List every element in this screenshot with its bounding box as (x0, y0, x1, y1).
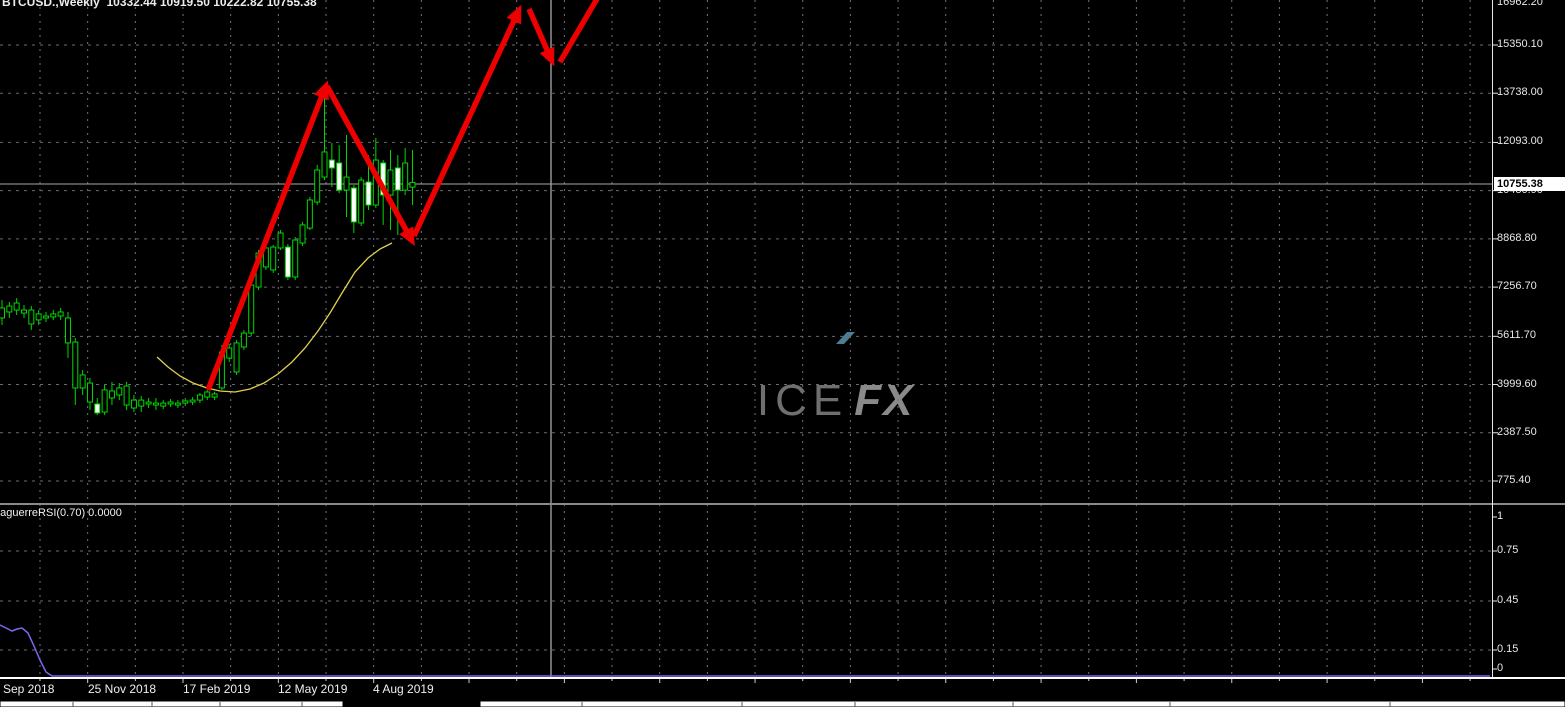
candle-body (233, 342, 240, 373)
candle-body (108, 390, 115, 399)
candle-body (394, 167, 401, 191)
candle-body (226, 347, 233, 359)
price-axis-label: 12093.00 (1497, 135, 1543, 148)
time-axis-label: Sep 2018 (3, 682, 55, 696)
candle-body (248, 284, 255, 334)
watermark-fx-text: FX (854, 376, 915, 425)
candle-body (42, 315, 49, 319)
candle-body (387, 169, 394, 196)
price-axis-label: 13738.00 (1497, 86, 1543, 99)
broker-watermark: ICE FX (700, 326, 915, 526)
indicator-axis-label: 0 (1497, 662, 1504, 674)
time-axis-label: 17 Feb 2019 (183, 682, 251, 696)
trend-arrow (411, 4, 522, 238)
bottom-window-edges (0, 700, 1565, 707)
current-price-tag: 10755.38 (1494, 177, 1565, 191)
candle-body (20, 309, 27, 314)
trend-arrow (557, 0, 600, 64)
candle-body (196, 394, 203, 401)
indicator-axis-label: 0.45 (1497, 594, 1519, 606)
candle-body (284, 246, 291, 278)
axis-ticks (39, 44, 1498, 683)
candle-body (152, 402, 159, 406)
candle-body (240, 332, 247, 348)
trend-arrow (205, 80, 329, 391)
laguerre-rsi-line (0, 624, 1490, 677)
indicator-axis-label: 0.75 (1497, 544, 1519, 556)
watermark-ice-text: ICE (756, 376, 849, 425)
candle-body (6, 305, 13, 313)
candle-body (321, 151, 328, 178)
candle-body (116, 387, 123, 396)
candle-body (35, 313, 42, 321)
candle-body (57, 311, 64, 317)
candle-body (145, 401, 152, 405)
candle-body (160, 402, 167, 407)
candle-body (50, 313, 57, 318)
candle-body (292, 239, 299, 278)
candle-body (277, 232, 284, 249)
candle-body (130, 399, 137, 409)
candle-body (13, 302, 20, 311)
candle-body (0, 307, 5, 319)
time-axis-label: 12 May 2019 (278, 682, 348, 696)
candle-body (409, 181, 416, 188)
price-axis-label: 2387.50 (1497, 425, 1537, 438)
candle-body (72, 341, 79, 389)
candle-body (270, 246, 277, 271)
indicator-bottom-border (0, 677, 1565, 679)
candle-body (350, 187, 357, 223)
candle-body (138, 399, 145, 407)
price-axis-label: 8868.80 (1497, 231, 1537, 244)
price-axis-label: 7256.70 (1497, 280, 1537, 293)
candle-body (211, 393, 218, 398)
lower-window-top-edge (479, 700, 1565, 707)
candle-body (28, 309, 35, 325)
trend-arrow (324, 84, 415, 247)
price-axis-label: 16962.20 (1497, 0, 1543, 8)
chart-title-ohlc: BTCUSD.,Weekly 10332.44 10919.50 10222.8… (2, 0, 317, 9)
price-axis-label: 5611.70 (1497, 329, 1536, 342)
candle-body (365, 181, 372, 206)
candle-body (358, 179, 365, 224)
candle-body (189, 399, 196, 403)
candle-body (79, 374, 86, 389)
candle-body (402, 162, 409, 191)
time-axis-label: 4 Aug 2019 (373, 682, 434, 696)
candle-body (94, 403, 101, 414)
candle-body (167, 401, 174, 405)
panel-separator[interactable] (0, 503, 1565, 505)
indicator-axis-label: 1 (1497, 510, 1504, 522)
price-axis-label: 15350.10 (1497, 37, 1543, 50)
moving-average-line (156, 242, 393, 393)
indicator-axis-label: 0.15 (1497, 643, 1519, 655)
candle-body (182, 400, 189, 404)
candle-body (101, 389, 108, 413)
candle-body (204, 391, 211, 398)
candle-body (299, 224, 306, 244)
trend-arrow (526, 7, 555, 67)
candle-body (336, 162, 343, 191)
watermark-accent-icon (836, 332, 855, 344)
candle-body (64, 317, 71, 344)
lower-window-top-edge (0, 700, 344, 707)
candle-body (174, 402, 181, 406)
candle-body (328, 159, 335, 169)
price-axis-label: 3999.60 (1497, 377, 1537, 390)
grid-lines (0, 0, 1492, 677)
candle-body (86, 382, 93, 403)
time-axis-label: 25 Nov 2018 (88, 682, 157, 696)
candle-body (306, 199, 313, 229)
indicator-label: LaguerreRSI(0.70) 0.0000 (0, 507, 122, 519)
chart-objects (0, 0, 1492, 677)
candle-body (123, 385, 130, 406)
panel-frame (0, 0, 1565, 679)
candlestick-series (0, 0, 600, 416)
price-axis-label: 775.40 (1497, 473, 1531, 486)
candle-body (343, 176, 350, 191)
candle-body (314, 169, 321, 203)
